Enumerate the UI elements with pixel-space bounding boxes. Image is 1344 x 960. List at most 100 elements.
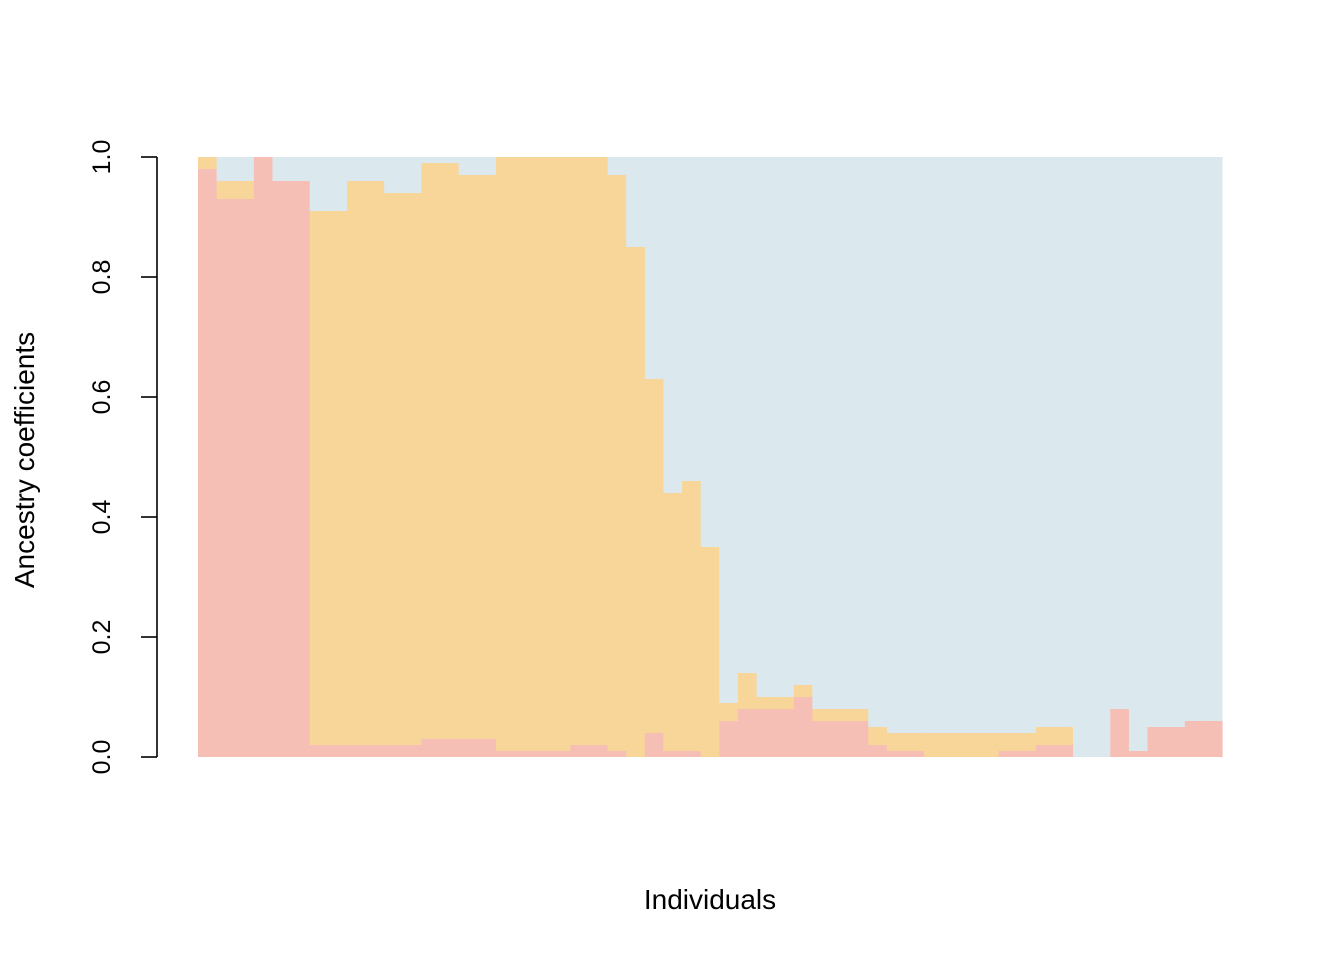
bar-cluster-2 (637, 247, 642, 757)
bar-cluster-2 (224, 181, 229, 199)
bar-cluster-2 (734, 703, 739, 721)
bar-cluster-1 (1151, 727, 1156, 757)
bar-cluster-1 (454, 739, 460, 757)
bar-cluster-1 (696, 751, 702, 757)
bar-cluster-3 (838, 157, 843, 709)
bar-cluster-3 (696, 157, 702, 481)
bar-cluster-1 (238, 199, 244, 757)
bar-cluster-3 (890, 157, 895, 733)
bar-cluster-1 (849, 721, 854, 757)
bar-cluster-3 (309, 157, 315, 211)
bar-cluster-2 (466, 175, 471, 739)
bar-cluster-2 (752, 673, 758, 709)
bar-cluster-1 (291, 181, 296, 757)
bar-cluster-3 (231, 157, 236, 181)
bar-cluster-1 (726, 721, 732, 757)
bar-cluster-2 (920, 733, 925, 751)
bar-cluster-1 (1143, 751, 1149, 757)
bar-cluster-2 (309, 211, 315, 745)
bar-cluster-2 (1032, 733, 1037, 751)
bar-cluster-3 (1073, 157, 1078, 757)
bar-cluster-3 (1028, 157, 1033, 733)
bar-cluster-3 (410, 157, 415, 193)
bar-cluster-2 (514, 157, 519, 751)
bar-cluster-3 (484, 157, 490, 175)
bar-cluster-1 (220, 199, 225, 757)
bar-cluster-1 (827, 721, 832, 757)
bar-cluster-1 (1069, 745, 1074, 757)
bar-cluster-2 (644, 379, 650, 733)
bar-cluster-1 (685, 751, 691, 757)
bar-cluster-3 (1080, 157, 1085, 757)
bar-cluster-3 (1117, 157, 1123, 709)
bar-cluster-3 (235, 157, 240, 181)
bar-cluster-3 (1039, 157, 1044, 727)
bar-cluster-3 (752, 157, 758, 673)
bar-cluster-2 (979, 733, 985, 757)
bar-cluster-1 (1154, 727, 1160, 757)
bar-cluster-1 (775, 709, 780, 757)
bar-cluster-1 (432, 739, 437, 757)
bar-cluster-2 (581, 157, 586, 745)
bar-cluster-3 (1132, 157, 1137, 751)
bar-cluster-1 (801, 697, 806, 757)
bar-cluster-1 (201, 169, 207, 757)
bar-cluster-1 (209, 169, 214, 757)
bar-cluster-1 (797, 697, 802, 757)
bar-cluster-3 (972, 157, 977, 733)
bar-cluster-3 (432, 157, 437, 163)
bar-cluster-3 (708, 157, 713, 547)
bar-cluster-1 (581, 745, 586, 757)
bar-cluster-1 (1166, 727, 1171, 757)
bar-cluster-1 (905, 751, 910, 757)
bar-cluster-1 (763, 709, 769, 757)
bar-cluster-2 (1006, 733, 1011, 751)
bar-cluster-3 (421, 157, 426, 163)
bar-cluster-2 (816, 709, 821, 721)
bar-cluster-2 (756, 697, 761, 709)
bar-cluster-2 (533, 157, 538, 751)
bar-cluster-1 (343, 745, 348, 757)
bar-cluster-2 (771, 697, 776, 709)
bar-cluster-1 (544, 751, 549, 757)
bar-cluster-2 (313, 211, 318, 745)
bar-cluster-1 (644, 733, 650, 757)
bar-cluster-3 (399, 157, 404, 193)
bar-cluster-1 (1188, 721, 1193, 757)
bar-cluster-1 (313, 745, 318, 757)
bar-cluster-3 (224, 157, 229, 181)
bar-cluster-1 (898, 751, 903, 757)
bar-cluster-1 (354, 745, 359, 757)
bar-cluster-1 (425, 739, 430, 757)
bar-cluster-3 (343, 157, 348, 211)
bar-cluster-1 (819, 721, 825, 757)
bar-cluster-2 (760, 697, 765, 709)
bar-cluster-1 (804, 697, 810, 757)
bar-cluster-3 (778, 157, 784, 697)
bar-cluster-1 (246, 199, 251, 757)
bar-cluster-3 (1151, 157, 1156, 727)
bar-cluster-1 (901, 751, 907, 757)
bar-cluster-3 (488, 157, 493, 175)
bar-cluster-1 (235, 199, 240, 757)
bar-cluster-3 (700, 157, 706, 547)
bar-cluster-3 (987, 157, 992, 733)
bar-cluster-1 (894, 751, 899, 757)
bar-cluster-1 (786, 709, 791, 757)
bar-cluster-2 (335, 211, 341, 745)
bar-cluster-1 (909, 751, 914, 757)
bar-cluster-1 (302, 181, 307, 757)
bar-cluster-3 (745, 157, 750, 673)
bar-cluster-2 (968, 733, 974, 757)
bar-cluster-1 (413, 745, 419, 757)
bar-cluster-1 (585, 745, 590, 757)
bar-cluster-3 (767, 157, 773, 697)
bar-cluster-2 (399, 193, 404, 745)
bar-cluster-1 (1065, 745, 1070, 757)
bar-cluster-2 (1061, 727, 1067, 745)
bar-cluster-2 (834, 709, 840, 721)
bar-cluster-3 (615, 157, 620, 175)
bar-cluster-3 (1214, 157, 1219, 721)
bar-cluster-3 (663, 157, 668, 493)
